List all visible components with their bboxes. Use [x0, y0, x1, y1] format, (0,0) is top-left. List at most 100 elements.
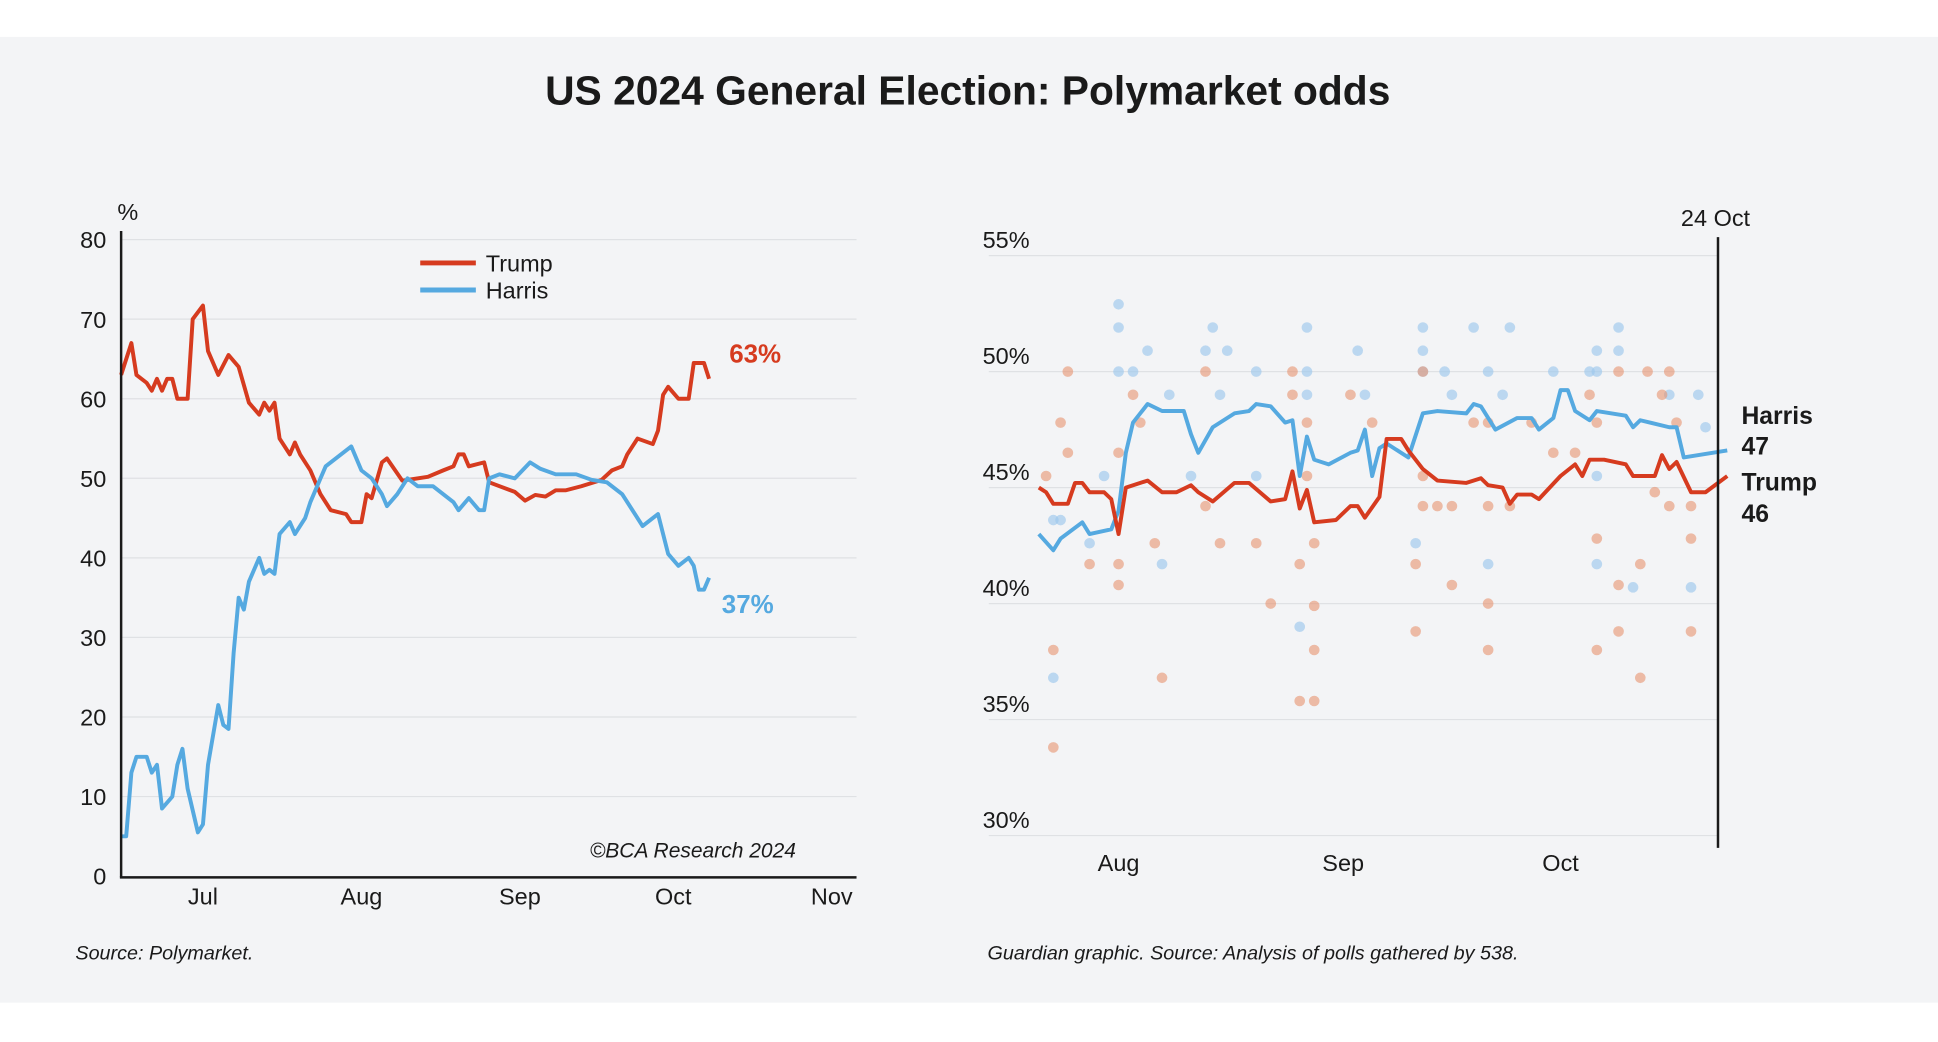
harris-poll-dot	[1156, 558, 1168, 570]
trump-poll-dot	[1149, 537, 1161, 549]
right-x-tick: Sep	[1322, 850, 1364, 876]
trump-poll-dot	[1634, 558, 1646, 570]
right-y-tick-labels: 30% 35% 40% 45% 50% 55%	[983, 227, 1030, 833]
trump-poll-dot	[1642, 366, 1653, 377]
trump-poll-dot	[1613, 579, 1624, 591]
left-source-note: Source: Polymarket.	[75, 943, 253, 965]
copyright-annotation: ©BCA Research 2024	[590, 840, 796, 863]
trump-poll-dot	[1062, 366, 1074, 377]
trump-poll-dot	[1417, 366, 1429, 377]
harris-poll-dot	[1127, 366, 1139, 377]
harris-poll-dot	[1221, 345, 1233, 356]
harris-poll-dot	[1113, 299, 1124, 310]
left-x-tick-labels: Jul Aug Sep Oct Nov	[188, 883, 853, 909]
trump-poll-dot	[1663, 366, 1675, 377]
trump-poll-dot	[1156, 672, 1168, 684]
harris-poll-dot	[1214, 389, 1226, 401]
left-y-tick: 50	[80, 466, 106, 492]
left-y-tick: 30	[80, 625, 106, 651]
left-y-tick: 70	[80, 307, 106, 333]
trump-poll-dot	[1134, 417, 1146, 428]
trump-poll-dot	[1569, 447, 1581, 459]
harris-poll-dot	[1084, 537, 1095, 549]
right-x-tick: Aug	[1098, 850, 1140, 876]
trump-poll-dot	[1294, 695, 1306, 707]
trump-poll-dot	[1432, 500, 1443, 512]
harris-poll-dot	[1468, 322, 1479, 333]
harris-odds-line	[121, 444, 711, 839]
trump-poll-dot	[1308, 600, 1320, 612]
trump-poll-dot	[1301, 417, 1313, 428]
harris-end-value: 47	[1741, 434, 1768, 461]
right-x-tick: Oct	[1542, 850, 1579, 876]
trump-poll-average-line	[1037, 436, 1729, 536]
trump-poll-dot	[1113, 558, 1124, 570]
harris-poll-dot	[1359, 389, 1371, 401]
harris-poll-dot	[1185, 470, 1197, 482]
harris-poll-average-line	[1037, 388, 1728, 553]
trump-end-name: Trump	[1741, 469, 1816, 496]
trump-poll-dot	[1591, 644, 1603, 656]
figure-background	[0, 36, 1938, 1003]
right-x-tick-labels: Aug Sep Oct	[1098, 850, 1580, 876]
harris-poll-dot	[1591, 345, 1603, 356]
harris-poll-dot	[1497, 389, 1508, 401]
left-x-tick: Jul	[188, 883, 218, 909]
left-series-lines	[119, 303, 711, 839]
trump-poll-dot	[1200, 500, 1211, 512]
harris-poll-dot	[1207, 322, 1219, 333]
left-x-tick: Sep	[499, 883, 541, 909]
harris-poll-dot	[1098, 470, 1110, 482]
trump-poll-dot	[1200, 366, 1211, 377]
trump-odds-line	[119, 303, 711, 525]
harris-poll-dot	[1250, 470, 1262, 482]
harris-poll-dot	[1439, 366, 1450, 377]
trump-end-value: 46	[1741, 501, 1768, 528]
left-x-tick: Aug	[341, 883, 383, 909]
harris-poll-dot	[1548, 366, 1559, 377]
harris-poll-dot	[1613, 345, 1624, 356]
harris-poll-dot	[1055, 514, 1066, 526]
date-marker-label: 24 Oct	[1681, 205, 1751, 231]
trump-poll-dot	[1062, 447, 1074, 459]
left-y-tick: 10	[80, 784, 106, 810]
harris-poll-dot	[1417, 345, 1429, 356]
trump-poll-dot	[1548, 447, 1559, 459]
harris-poll-dot	[1200, 345, 1211, 356]
trump-poll-dot	[1113, 447, 1124, 459]
harris-poll-dot	[1700, 421, 1711, 433]
trump-poll-dot	[1482, 500, 1494, 512]
harris-poll-dot	[1294, 621, 1306, 633]
trump-poll-dot	[1663, 500, 1675, 512]
left-y-axis-unit: %	[117, 199, 138, 225]
harris-end-label: 37%	[722, 591, 774, 619]
trump-poll-dot	[1446, 500, 1458, 512]
harris-poll-dot	[1482, 366, 1494, 377]
harris-poll-dot	[1692, 389, 1704, 401]
harris-poll-dot	[1613, 322, 1624, 333]
trump-poll-dot	[1613, 366, 1624, 377]
trump-poll-dot	[1214, 537, 1226, 549]
trump-poll-dot	[1613, 626, 1624, 637]
left-y-tick: 0	[93, 864, 106, 890]
right-y-tick: 40%	[983, 575, 1030, 601]
trump-poll-dot	[1656, 389, 1668, 401]
trump-poll-dot	[1482, 598, 1494, 609]
legend: Trump Harris	[420, 251, 553, 304]
trump-poll-dot	[1287, 389, 1298, 401]
harris-poll-dot	[1352, 345, 1364, 356]
trump-poll-dot	[1649, 486, 1661, 498]
left-y-tick: 80	[80, 227, 106, 253]
harris-poll-dot	[1301, 322, 1313, 333]
trump-poll-dot	[1685, 533, 1697, 544]
chart-title: US 2024 General Election: Polymarket odd…	[545, 68, 1390, 114]
trump-poll-dot	[1591, 417, 1603, 428]
trump-poll-dot	[1685, 500, 1697, 512]
trump-poll-dot	[1113, 579, 1124, 591]
polymarket-odds-chart: 0 10 20 30 40 50 60 70 80 Jul Aug Sep Oct Nov % Trum…	[75, 199, 857, 965]
harris-poll-dot	[1301, 366, 1313, 377]
right-y-tick: 35%	[983, 691, 1030, 717]
left-y-tick: 40	[80, 546, 106, 572]
trump-poll-dot	[1671, 417, 1682, 428]
